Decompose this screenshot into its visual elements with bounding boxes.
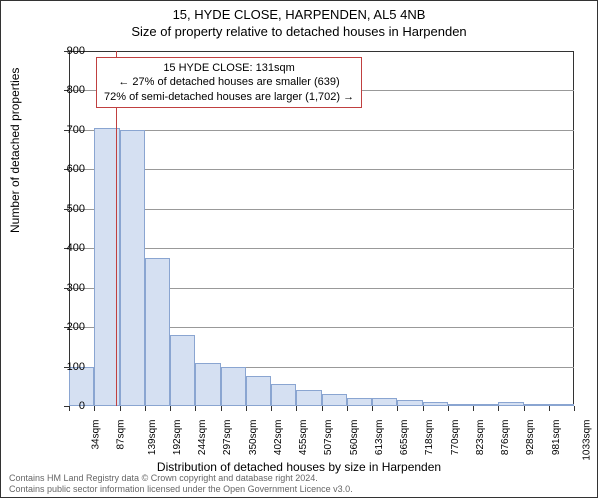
annotation-line1: 15 HYDE CLOSE: 131sqm: [104, 61, 354, 75]
y-tick-label: 300: [55, 282, 85, 294]
x-tick-label: 718sqm: [424, 420, 435, 456]
x-tick-label: 455sqm: [298, 420, 309, 456]
histogram-bar: [246, 376, 271, 406]
histogram-bar: [322, 394, 347, 406]
grid-line: [69, 130, 574, 131]
axis-top: [69, 51, 574, 52]
x-tick-label: 34sqm: [91, 420, 102, 450]
x-tick-label: 823sqm: [475, 420, 486, 456]
histogram-bar: [448, 404, 473, 406]
histogram-bar: [271, 384, 296, 406]
footer-line1: Contains HM Land Registry data © Crown c…: [9, 473, 353, 484]
x-tick-label: 876sqm: [500, 420, 511, 456]
x-tick-label: 402sqm: [273, 420, 284, 456]
x-tick-mark: [448, 406, 449, 411]
y-tick-label: 400: [55, 242, 85, 254]
histogram-bar: [372, 398, 397, 406]
x-tick-mark: [347, 406, 348, 411]
annotation-line2: ← 27% of detached houses are smaller (63…: [104, 75, 354, 89]
annotation-line3: 72% of semi-detached houses are larger (…: [104, 90, 354, 104]
grid-line: [69, 169, 574, 170]
y-tick-label: 700: [55, 124, 85, 136]
footer-line2: Contains public sector information licen…: [9, 484, 353, 495]
y-tick-label: 500: [55, 203, 85, 215]
x-tick-label: 139sqm: [147, 420, 158, 456]
x-tick-label: 507sqm: [323, 420, 334, 456]
x-tick-mark: [397, 406, 398, 411]
y-tick-label: 800: [55, 84, 85, 96]
x-tick-label: 770sqm: [450, 420, 461, 456]
grid-line: [69, 248, 574, 249]
axis-left: [69, 51, 70, 406]
histogram-bar: [221, 367, 246, 406]
histogram-bar: [423, 402, 448, 406]
x-tick-mark: [296, 406, 297, 411]
histogram-bar: [549, 404, 574, 406]
x-tick-label: 244sqm: [197, 420, 208, 456]
histogram-bar: [195, 363, 220, 406]
histogram-bar: [120, 130, 145, 406]
histogram-bar: [473, 404, 498, 406]
y-tick-label: 0: [55, 400, 85, 412]
y-tick-label: 100: [55, 361, 85, 373]
x-tick-mark: [498, 406, 499, 411]
x-tick-label: 87sqm: [116, 420, 127, 450]
x-tick-mark: [574, 406, 575, 411]
histogram-bar: [170, 335, 195, 406]
x-tick-label: 928sqm: [525, 420, 536, 456]
x-tick-mark: [524, 406, 525, 411]
histogram-bar: [524, 404, 549, 406]
footer-text: Contains HM Land Registry data © Crown c…: [9, 473, 353, 495]
x-tick-mark: [120, 406, 121, 411]
x-tick-mark: [322, 406, 323, 411]
x-tick-label: 350sqm: [248, 420, 259, 456]
x-tick-label: 192sqm: [172, 420, 183, 456]
x-tick-mark: [423, 406, 424, 411]
y-tick-label: 900: [55, 45, 85, 57]
chart-title-1: 15, HYDE CLOSE, HARPENDEN, AL5 4NB: [1, 7, 597, 22]
histogram-bar: [296, 390, 321, 406]
x-tick-label: 1033sqm: [581, 420, 592, 461]
histogram-bar: [498, 402, 523, 406]
x-tick-mark: [549, 406, 550, 411]
x-tick-mark: [271, 406, 272, 411]
x-tick-mark: [94, 406, 95, 411]
y-tick-label: 200: [55, 321, 85, 333]
x-tick-mark: [195, 406, 196, 411]
x-tick-mark: [170, 406, 171, 411]
x-tick-mark: [473, 406, 474, 411]
histogram-bar: [145, 258, 170, 406]
x-tick-mark: [145, 406, 146, 411]
x-tick-label: 665sqm: [399, 420, 410, 456]
x-tick-mark: [372, 406, 373, 411]
x-tick-mark: [221, 406, 222, 411]
chart-title-2: Size of property relative to detached ho…: [1, 24, 597, 39]
chart-container: 15, HYDE CLOSE, HARPENDEN, AL5 4NB Size …: [0, 0, 598, 498]
y-axis-label: Number of detached properties: [8, 68, 22, 233]
grid-line: [69, 209, 574, 210]
x-tick-label: 981sqm: [551, 420, 562, 456]
x-tick-label: 560sqm: [349, 420, 360, 456]
axis-right: [573, 51, 574, 406]
annotation-box: 15 HYDE CLOSE: 131sqm← 27% of detached h…: [96, 57, 362, 108]
x-tick-mark: [246, 406, 247, 411]
histogram-bar: [347, 398, 372, 406]
x-tick-label: 613sqm: [374, 420, 385, 456]
x-axis-label: Distribution of detached houses by size …: [1, 460, 597, 474]
y-tick-label: 600: [55, 163, 85, 175]
x-tick-label: 297sqm: [222, 420, 233, 456]
histogram-bar: [397, 400, 422, 406]
